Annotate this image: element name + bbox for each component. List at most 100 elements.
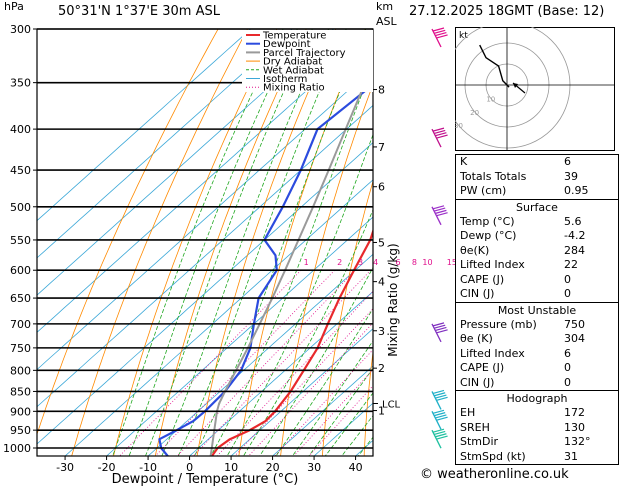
index-label: K	[460, 155, 468, 168]
hodograph-index-value: 31	[564, 449, 578, 463]
pressure-tick-label: 550	[10, 234, 31, 247]
hodograph-ring-label: 10	[486, 95, 495, 103]
mixing-ratio-line	[293, 369, 373, 456]
x-axis-label: Dewpoint / Temperature (°C)	[112, 472, 299, 486]
datetime-label: 27.12.2025 18GMT (Base: 12)	[409, 4, 605, 19]
mixing-ratio-label: 10	[422, 258, 432, 267]
pressure-tick-label: 450	[10, 164, 31, 177]
surface-index-row: CAPE (J) 0	[456, 273, 618, 288]
wet-adiabat-line	[128, 29, 298, 456]
dry-adiabat-line	[196, 29, 337, 456]
wet-adiabat-line	[341, 415, 373, 456]
surface-index-row: Temp (°C) 5.6	[456, 215, 618, 230]
surface-index-label: CAPE (J)	[460, 272, 505, 286]
wind-barb	[431, 389, 448, 410]
asl-unit-label: ASL	[376, 15, 397, 28]
pressure-tick-label: 300	[10, 23, 31, 36]
hodograph-index-label: EH	[460, 406, 476, 419]
isotherm-line	[64, 179, 373, 456]
hodograph-trace	[479, 44, 510, 88]
index-label: Totals Totals	[460, 169, 527, 183]
pressure-tick-label: 850	[10, 385, 31, 398]
mixing-ratio-line	[216, 290, 373, 456]
surface-index-label: Temp (°C)	[460, 214, 515, 228]
legend-entry: Temperature	[262, 31, 326, 42]
isotherm-line	[313, 402, 373, 456]
legend-entry: Dewpoint	[263, 39, 311, 50]
mu-index-value: 304	[564, 332, 585, 345]
height-km-tick-label: 2	[378, 362, 385, 375]
isotherm-line	[37, 67, 373, 371]
hodograph-index-label: SREH	[460, 420, 490, 434]
wind-barb	[431, 322, 448, 343]
hodograph-index-value: 172	[564, 406, 585, 419]
mixing-ratio-axis-label: Mixing Ratio (g/kg)	[386, 243, 400, 356]
isotherm-line	[271, 365, 373, 456]
hodograph: kt 10 20 30	[455, 27, 615, 151]
hodograph-ring-label: 20	[470, 109, 479, 117]
wet-adiabat-line	[226, 133, 373, 456]
indices-panel: K 6 Totals Totals 39 PW (cm) 0.95 Surface Tem…	[455, 154, 619, 465]
height-km-tick-label: 1	[378, 405, 385, 418]
dry-adiabat-line	[113, 29, 278, 456]
lcl-label: LCL	[382, 400, 401, 411]
mixing-ratio-line	[119, 269, 302, 456]
surface-index-value: 5.6	[564, 214, 582, 228]
wind-barb	[431, 27, 448, 48]
wind-barb	[431, 127, 448, 148]
wet-adiabat-line	[210, 64, 373, 456]
index-value: 0.95	[564, 184, 589, 197]
mixing-ratio-line	[234, 308, 373, 456]
hodograph-index-label: StmSpd (kt)	[460, 449, 526, 463]
height-km-tick-label: 4	[378, 276, 385, 289]
index-label: PW (cm)	[460, 184, 507, 197]
isotherm-line	[230, 328, 373, 456]
pressure-tick-label: 950	[10, 424, 31, 437]
isotherm-line	[37, 104, 373, 408]
legend-entry: Dry Adiabat	[263, 57, 322, 68]
height-km-tick-label: 5	[378, 236, 385, 249]
hodograph-index-value: 132°	[564, 435, 591, 448]
pressure-tick-label: 600	[10, 264, 31, 277]
temperature-tick-label: -30	[56, 461, 74, 474]
mu-index-row: Pressure (mb) 750	[456, 318, 618, 333]
general-indices: K 6 Totals Totals 39 PW (cm) 0.95	[456, 155, 618, 199]
most-unstable-indices: Pressure (mb) 750 θe (K) 304 Lifted Index 6 CA…	[456, 318, 618, 391]
hodograph-unit-label: kt	[459, 31, 468, 41]
surface-index-value: 22	[564, 258, 578, 271]
temperature-tick-label: -10	[139, 461, 157, 474]
wind-barb	[431, 428, 448, 449]
hpa-unit-label: hPa	[4, 0, 24, 13]
surface-index-row: Lifted Index 22	[456, 258, 618, 273]
hodograph-index-row: StmDir 132°	[456, 435, 618, 450]
mixing-ratio-line	[192, 269, 371, 456]
index-value: 6	[564, 155, 571, 168]
dry-adiabat-line	[154, 29, 307, 456]
legend-entry: Wet Adiabat	[263, 65, 324, 76]
pressure-tick-label: 650	[10, 292, 31, 305]
mu-index-value: 750	[564, 317, 585, 331]
isotherm-line	[37, 29, 252, 222]
temperature-line	[210, 228, 373, 456]
wet-adiabat-line	[308, 367, 373, 456]
wet-adiabat-line	[324, 392, 373, 456]
isotherm-line	[37, 30, 373, 333]
height-km-tick-label: 7	[378, 141, 385, 154]
index-row: Totals Totals 39	[456, 170, 618, 185]
isotherm-line	[188, 290, 373, 456]
wind-barb	[431, 205, 448, 226]
dry-adiabat-line	[322, 179, 373, 456]
wet-adiabat-line	[177, 29, 347, 456]
mu-index-row: CAPE (J) 0	[456, 361, 618, 376]
surface-index-label: CIN (J)	[460, 287, 495, 300]
hodograph-index-row: SREH 130	[456, 421, 618, 436]
dry-adiabat-line	[363, 349, 373, 456]
mixing-ratio-label: 4	[373, 258, 378, 267]
surface-index-row: CIN (J) 0	[456, 287, 618, 302]
surface-index-label: Dewp (°C)	[460, 229, 517, 242]
index-value: 39	[564, 169, 578, 183]
mu-index-row: CIN (J) 0	[456, 376, 618, 391]
temperature-tick-label: 40	[349, 461, 363, 474]
